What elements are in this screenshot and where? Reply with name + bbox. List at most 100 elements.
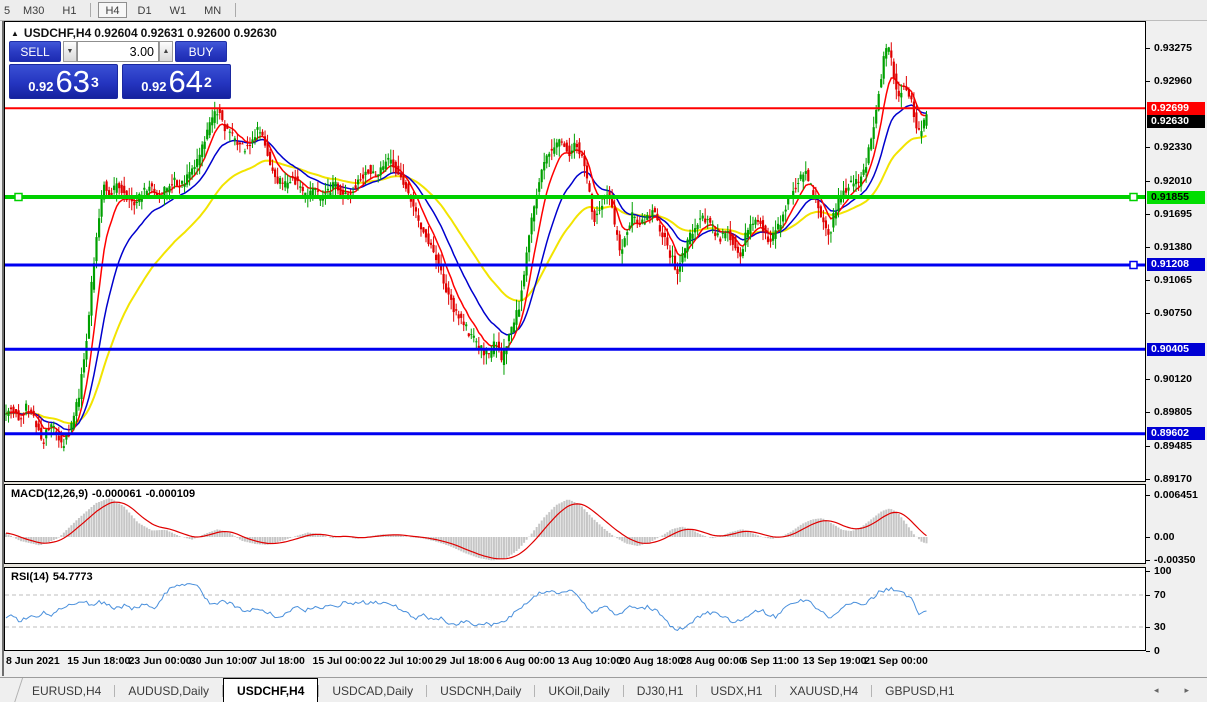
price-axis[interactable]: 0.93275 0.92960 0.92330 0.92010 0.91695 0.913… [1146,21,1207,677]
axis-tick [1146,181,1150,182]
rsi-plot [5,583,1145,631]
tab-DJ30-H1[interactable]: DJ30,H1 [636,683,684,698]
buy-button[interactable]: BUY [175,41,227,62]
axis-tick [1146,147,1150,148]
price-tick-label: 0.91695 [1154,208,1192,220]
tab-separator [534,684,536,697]
resistance-price-badge: 0.92699 [1147,102,1205,115]
panel-splitter[interactable] [4,482,1146,484]
macd-value: -0.000061 [92,488,142,500]
sell-price-pipette: 3 [91,74,99,90]
axis-tick [1146,479,1150,480]
macd-name: MACD(12,26,9) [11,488,89,500]
buy-price-prefix: 0.92 [141,79,167,94]
tabs-scroll-right-icon[interactable]: ▸ [1184,685,1189,695]
hline-green-support[interactable] [5,192,1145,202]
tab-EURUSD-H4[interactable]: EURUSD,H4 [32,683,102,698]
chart-tabbar: EURUSD,H4 AUDUSD,Daily USDCHF,H4 USDCAD,Dai… [0,677,1207,702]
price-tick-label: 0.89485 [1154,440,1192,452]
time-label: 20 Aug 18:00 [619,655,684,667]
axis-tick [1146,495,1150,496]
tab-XAUUSD-H4[interactable]: XAUUSD,H4 [789,683,859,698]
macd-label: MACD(12,26,9) -0.000061 -0.000109 [11,488,199,500]
volume-increase-button[interactable]: ▲ [159,41,173,62]
current-price-badge: 0.92630 [1147,115,1205,128]
axis-tick [1146,571,1150,572]
blue-level1-price-badge: 0.91208 [1147,258,1205,271]
price-tick-label: 0.93275 [1154,42,1192,54]
chart-tabs: EURUSD,H4 AUDUSD,Daily USDCHF,H4 USDCAD,Dai… [19,678,968,702]
rsi-label: RSI(14) 54.7773 [11,571,97,583]
time-label: 6 Sep 11:00 [741,655,799,667]
buy-price-big: 64 [168,64,203,99]
rsi-axis-label: 30 [1154,621,1166,633]
tab-AUDUSD-Daily[interactable]: AUDUSD,Daily [128,683,210,698]
tab-separator [775,684,777,697]
blue-level2-price-badge: 0.90405 [1147,343,1205,356]
axis-tick [1146,412,1150,413]
timeframe-MN[interactable]: MN [197,2,228,18]
ohlc-low: 0.92600 [187,26,231,40]
price-tick-label: 0.89170 [1154,473,1192,485]
time-axis[interactable]: 8 Jun 2021 15 Jun 18:00 23 Jun 00:00 30 Jun… [4,652,1146,676]
rsi-name: RSI(14) [11,571,49,583]
sell-price-big: 63 [55,64,90,99]
hline-blue-1[interactable] [5,260,1145,270]
axis-tick [1146,379,1150,380]
axis-tick [1146,280,1150,281]
price-tick-label: 0.90120 [1154,373,1192,385]
buy-price-button[interactable]: 0.92 64 2 [122,64,231,99]
collapse-panel-icon[interactable]: ▲ [11,29,19,38]
sell-price-button[interactable]: 0.92 63 3 [9,64,118,99]
tab-separator [222,684,224,697]
price-tick-label: 0.91380 [1154,241,1192,253]
tabs-scroll-left-icon[interactable]: ◂ [1153,685,1159,695]
tab-separator [318,684,320,697]
axis-tick [1146,651,1150,652]
sell-price-prefix: 0.92 [28,79,54,94]
tab-separator [426,684,428,697]
timeframe-D1[interactable]: D1 [131,2,159,18]
axis-tick [1146,446,1150,447]
tab-GBPUSD-H1[interactable]: GBPUSD,H1 [885,683,955,698]
timeframe-5[interactable]: 5 [2,2,12,18]
price-tick-label: 0.92960 [1154,75,1192,87]
timeframe-toolbar: 5 M30 H1 H4 D1 W1 MN [0,0,1207,21]
macd-panel[interactable]: MACD(12,26,9) -0.000061 -0.000109 [4,484,1146,564]
sell-button[interactable]: SELL [9,41,61,62]
candles [5,42,928,452]
volume-decrease-button[interactable]: ▼ [63,41,77,62]
time-label: 7 Jul 18:00 [251,655,305,667]
panel-splitter[interactable] [4,564,1146,567]
chart-symbol-label: USDCHF,H4 [23,26,92,40]
rsi-axis-label: 0 [1154,645,1160,657]
volume-input[interactable] [77,41,159,62]
main-chart-plot[interactable] [5,22,1145,481]
timeframe-H1[interactable]: H1 [55,2,83,18]
tab-separator [696,684,698,697]
timeframe-H4[interactable]: H4 [98,2,127,18]
rsi-line [5,583,927,631]
axis-tick [1146,560,1150,561]
tab-UKOil-Daily[interactable]: UKOil,Daily [548,683,610,698]
tab-USDX-H1[interactable]: USDX,H1 [710,683,763,698]
time-label: 21 Sep 00:00 [864,655,928,667]
triangle-down-icon: ▼ [66,48,74,55]
macd-signal-value: -0.000109 [145,488,196,500]
ohlc-close: 0.92630 [233,26,277,40]
tab-separator [622,684,624,697]
axis-tick [1146,81,1150,82]
tab-USDCAD-Daily[interactable]: USDCAD,Daily [332,683,414,698]
timeframe-W1[interactable]: W1 [163,2,194,18]
rsi-value: 54.7773 [52,571,93,583]
rsi-panel[interactable]: RSI(14) 54.7773 [4,567,1146,651]
tab-USDCNH-Daily[interactable]: USDCNH,Daily [440,683,522,698]
timeframe-M30[interactable]: M30 [16,2,51,18]
time-label: 13 Sep 19:00 [802,655,867,667]
tab-USDCHF-H4[interactable]: USDCHF,H4 [223,678,319,702]
ma-mid-line [5,104,927,431]
main-chart-panel[interactable]: ▲ USDCHF,H4 0.92604 0.92631 0.92600 0.92630 S… [4,21,1146,482]
tab-separator [114,684,116,697]
macd-plot [5,498,928,561]
rsi-axis-label: 100 [1154,565,1172,577]
